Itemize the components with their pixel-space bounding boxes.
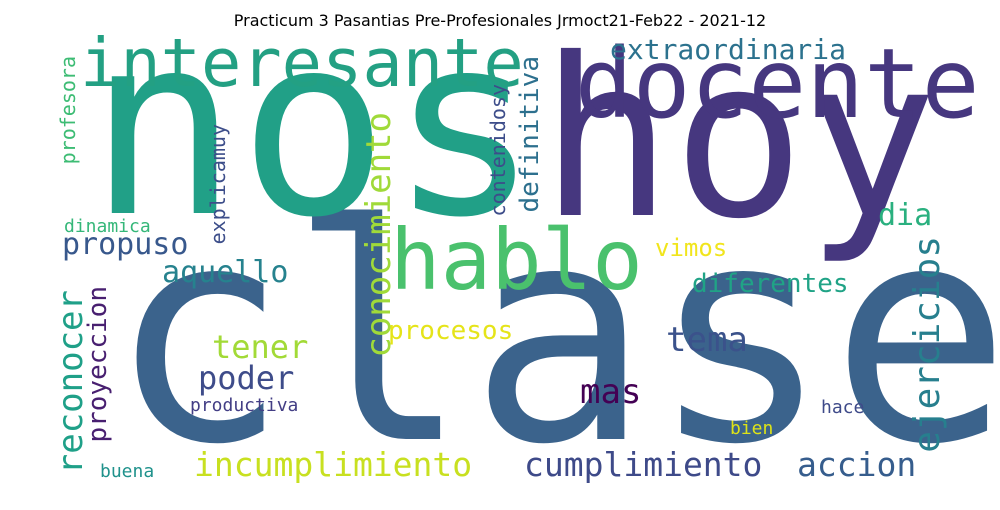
word-tema: tema: [666, 320, 748, 360]
word-buena: buena: [100, 461, 155, 482]
word-nos: nos: [88, 0, 540, 272]
word-productiva: productiva: [190, 395, 299, 416]
word-propuso: propuso: [62, 227, 189, 262]
word-bien: bien: [730, 418, 774, 439]
word-definitiva: definitiva: [515, 56, 545, 213]
chart-title: Practicum 3 Pasantias Pre-Profesionales …: [233, 11, 767, 30]
word-hoy: hoy: [540, 11, 938, 267]
word-procesos: procesos: [388, 316, 514, 346]
word-hace: hace: [821, 397, 865, 418]
word-dinamica: dinamica: [64, 216, 151, 237]
word-diferentes: diferentes: [692, 269, 849, 299]
word-contenidosy: contenidosy: [486, 84, 510, 217]
word-dia: dia: [878, 198, 933, 233]
word-extraordinaria: extraordinaria: [610, 33, 847, 66]
word-tener: tener: [212, 328, 309, 366]
word-clase: clase: [108, 161, 1000, 510]
word-ejercicios: ejercicios: [907, 236, 948, 453]
word-mas: mas: [580, 372, 642, 412]
word-poder: poder: [198, 359, 295, 397]
word-accion: accion: [797, 445, 917, 484]
word-explicamuy: explicamuy: [206, 124, 230, 245]
word-profesora: profesora: [56, 56, 80, 165]
word-hablo: hablo: [390, 211, 643, 309]
word-cumplimiento: cumplimiento: [524, 445, 763, 484]
word-interesante: interesante: [80, 24, 524, 102]
word-docente: docente: [575, 28, 980, 140]
word-vimos: vimos: [655, 234, 728, 262]
word-aquello: aquello: [162, 255, 289, 290]
word-proyeccion: proyeccion: [83, 286, 113, 443]
word-incumplimiento: incumplimiento: [194, 445, 473, 484]
